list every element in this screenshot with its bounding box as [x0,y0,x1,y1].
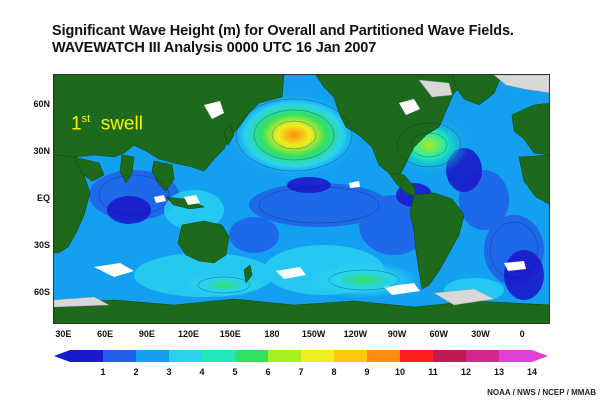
lat-label-30n: 30N [33,146,50,157]
colorbar-min-arrow [54,350,70,362]
colorbar-segment-10 [367,350,401,362]
colorbar-tick-3: 3 [166,367,172,377]
australia-land [177,220,230,264]
colorbar-segment-7 [268,350,302,362]
colorbar-tick-4: 4 [199,367,205,377]
antarctica-land [54,298,549,323]
colorbar-segment-5 [202,350,236,362]
colorbar-segment-14 [499,350,533,362]
colorbar-segment-1 [70,350,104,362]
colorbar-tick-9: 9 [364,367,370,377]
eurasia-land [54,75,285,172]
map-canvas [54,75,549,323]
colorbar-segment-13 [466,350,500,362]
north-pacific-swell-maximum [229,93,359,177]
lon-label-150w: 150W [301,329,326,339]
lat-label-60s: 60S [33,286,50,297]
panel-label: 1st swell [71,113,143,135]
colorbar [54,350,548,362]
colorbar-segment-6 [235,350,269,362]
lon-label-60w: 60W [429,329,449,339]
sea-ice [54,75,549,308]
lon-label-180: 180 [264,329,280,339]
colorbar-tick-14: 14 [526,367,537,377]
lon-label-120w: 120W [343,329,368,339]
colorbar-tick-11: 11 [428,367,438,377]
colorbar-tick-8: 8 [331,367,337,377]
colorbar-segment-3 [136,350,170,362]
colorbar-tick-12: 12 [460,367,471,377]
colorbar-tick-2: 2 [133,367,139,377]
greenland-land [451,75,503,106]
colorbar-segment-12 [433,350,467,362]
lon-label-120e: 120E [178,329,200,339]
west-africa-land [518,154,549,205]
lon-label-60e: 60E [97,329,114,339]
lon-label-90e: 90E [138,329,155,339]
wave-height-contours [98,98,539,294]
panel-label-suffix: st [81,113,91,125]
colorbar-segment-11 [400,350,434,362]
colorbar-tick-7: 7 [298,367,304,377]
credit-line: NOAA / NWS / NCEP / MMAB [487,388,596,397]
europe-land [511,102,549,156]
new-zealand-land [243,264,253,284]
chart-subtitle: WAVEWATCH III Analysis 0000 UTC 16 Jan 2… [52,40,377,56]
colorbar-max-arrow [532,350,548,362]
panel-label-word: swell [100,113,143,135]
japan-land [223,124,235,146]
colorbar-tick-1: 1 [100,367,106,377]
indonesia-land [165,196,205,210]
colorbar-segment-2 [103,350,137,362]
wave-height-map [53,74,550,324]
arabia-land [73,156,105,182]
land-masses [54,75,549,290]
no-data-patches [94,99,526,295]
colorbar-tick-13: 13 [493,367,504,377]
south-america-land [409,192,465,290]
lon-label-30w: 30W [471,329,490,339]
chart-title: Significant Wave Height (m) for Overall … [52,23,514,39]
southeast-asia-land [151,160,175,192]
lon-label-30e: 30E [55,329,72,339]
colorbar-tick-6: 6 [265,367,271,377]
southern-indian-swell-maximum [184,273,264,297]
lon-label-150e: 150E [219,329,241,339]
lat-label-60n: 60N [33,99,50,110]
panel-label-ordinal: 1 [71,113,82,135]
lon-label-0: 0 [519,329,525,339]
colorbar-tick-5: 5 [232,367,238,377]
colorbar-tick-10: 10 [394,367,405,377]
lat-label-eq: EQ [36,193,50,203]
colorbar-segment-4 [169,350,203,362]
colorbar-segment-8 [301,350,335,362]
lat-label-30s: 30S [33,239,50,250]
lon-label-90w: 90W [387,329,407,339]
colorbar-segment-9 [334,350,368,362]
